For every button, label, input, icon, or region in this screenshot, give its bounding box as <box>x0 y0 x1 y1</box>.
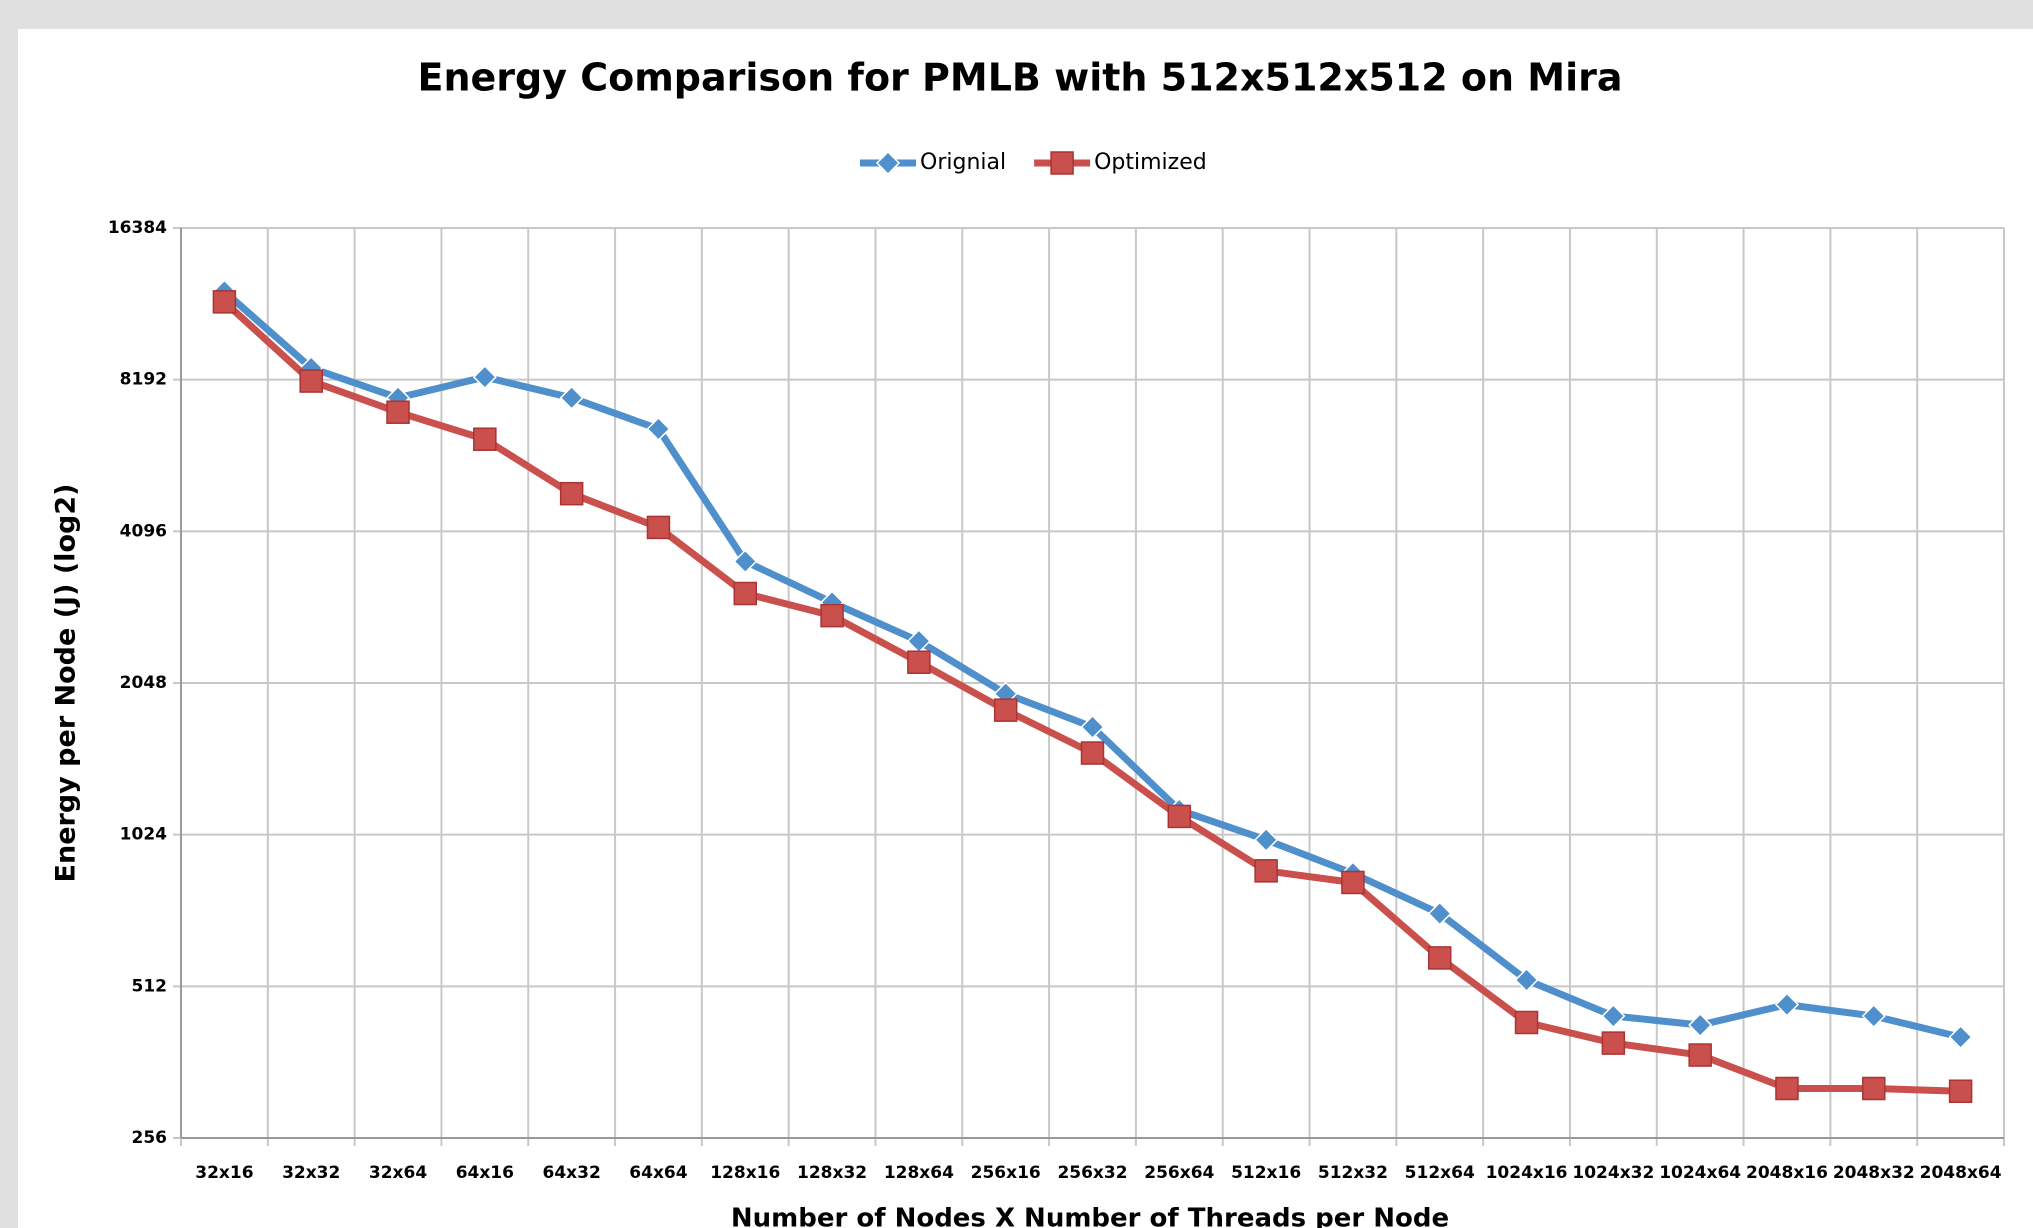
point <box>1427 946 1452 970</box>
point <box>1688 1012 1713 1038</box>
x-tick-label: 1024x32 <box>1572 1163 1654 1183</box>
legend-label: Optimized <box>1094 150 1207 175</box>
x-tick-label: 32x64 <box>369 1163 427 1183</box>
point <box>646 416 671 442</box>
point <box>1427 901 1452 926</box>
x-tick-label: 1024x16 <box>1486 1163 1568 1183</box>
y-tick-label: 2048 <box>120 673 167 693</box>
y-tick-label: 1024 <box>120 825 167 845</box>
x-tick-label: 32x16 <box>195 1163 253 1183</box>
y-tick-label: 16384 <box>108 218 167 238</box>
x-tick-label: 128x64 <box>884 1163 954 1183</box>
point <box>1514 967 1539 993</box>
x-tick-label: 64x16 <box>456 1163 514 1183</box>
point <box>1861 1003 1886 1029</box>
x-tick-label: 64x64 <box>629 1163 687 1183</box>
point <box>1080 714 1105 740</box>
legend-label: Orignial <box>920 150 1006 175</box>
point <box>1862 1076 1886 1101</box>
point <box>1688 1043 1712 1067</box>
point <box>733 549 758 574</box>
x-tick-label: 2048x16 <box>1746 1163 1828 1183</box>
point <box>1601 1003 1626 1029</box>
y-axis-label: Energy per Node (J) (log2) <box>51 484 82 883</box>
point <box>993 698 1018 722</box>
chart-title: Energy Comparison for PMLB with 512x512x… <box>417 56 1622 100</box>
point <box>559 481 584 506</box>
point <box>1774 992 1800 1017</box>
point <box>1254 827 1279 852</box>
x-tick-label: 256x64 <box>1144 1163 1214 1183</box>
x-tick-label: 512x16 <box>1231 1163 1301 1183</box>
point <box>1167 804 1192 829</box>
point <box>1341 870 1365 895</box>
x-tick-label: 512x32 <box>1318 1163 1388 1183</box>
point <box>875 150 901 176</box>
x-tick-label: 2048x32 <box>1833 1163 1915 1183</box>
x-tick-label: 512x64 <box>1405 1163 1475 1183</box>
x-tick-label: 128x32 <box>797 1163 867 1183</box>
point <box>299 369 323 393</box>
chart-panel <box>18 29 2033 1228</box>
point <box>646 515 671 540</box>
point <box>907 650 931 674</box>
x-tick-label: 256x32 <box>1057 1163 1127 1183</box>
point <box>1775 1076 1799 1101</box>
point <box>473 427 497 451</box>
x-tick-label: 2048x64 <box>1920 1163 2002 1183</box>
x-axis-label: Number of Nodes X Number of Threads per … <box>731 1204 1449 1228</box>
point <box>212 290 237 314</box>
y-tick-label: 256 <box>132 1128 168 1148</box>
point <box>1254 859 1278 883</box>
point <box>1601 1031 1626 1055</box>
point <box>1948 1025 1973 1050</box>
y-tick-label: 512 <box>132 976 168 996</box>
x-tick-label: 32x32 <box>282 1163 340 1183</box>
point <box>559 385 584 410</box>
y-tick-label: 8192 <box>120 370 167 390</box>
point <box>386 400 410 424</box>
point <box>1514 1010 1539 1035</box>
point <box>733 581 758 606</box>
point <box>820 603 844 628</box>
y-tick-label: 4096 <box>120 521 167 541</box>
point <box>1050 151 1074 175</box>
x-tick-label: 256x16 <box>971 1163 1041 1183</box>
point <box>472 365 497 390</box>
x-tick-label: 128x16 <box>710 1163 780 1183</box>
x-tick-label: 64x32 <box>543 1163 601 1183</box>
point <box>1948 1079 1973 1103</box>
x-tick-label: 1024x64 <box>1659 1163 1741 1183</box>
point <box>1080 741 1105 765</box>
